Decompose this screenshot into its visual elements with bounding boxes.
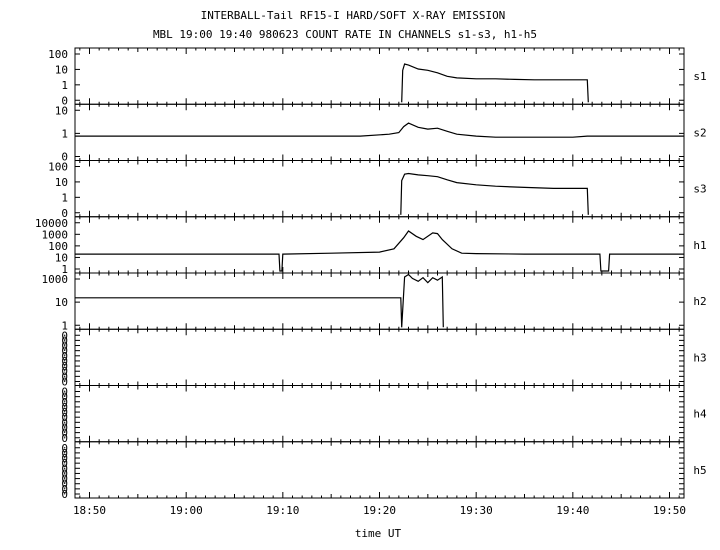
y-tick-label: 1 [61,191,68,204]
y-tick-label: 0 [61,396,68,409]
panel-frame [74,385,685,443]
y-tick-label: 100 [48,161,68,174]
channel-label: h4 [693,408,707,421]
y-tick-label: 0 [61,207,68,220]
series-line-s3 [400,172,589,215]
y-tick-label: 1 [61,127,68,140]
y-tick-label: 0 [61,370,68,383]
series-line-s1 [401,63,589,103]
y-tick-label: 0 [61,340,68,353]
y-tick-label: 10 [55,251,68,264]
y-tick-label: 0 [61,473,68,486]
y-tick-label: 1 [61,319,68,332]
y-tick-label: 10 [55,104,68,117]
y-tick-label: 0 [61,442,68,455]
chart-subtitle: MBL 19:00 19:40 980623 COUNT RATE IN CHA… [153,28,537,41]
channel-label: h5 [693,464,706,477]
y-tick-label: 0 [61,411,68,424]
channel-label: h3 [693,351,706,364]
x-tick-label: 19:10 [266,504,299,517]
channel-label: s3 [693,183,706,196]
panel-frame [74,47,685,105]
series-line-h1 [75,230,684,272]
y-tick-label: 0 [61,329,68,342]
y-tick-label: 0 [61,416,68,429]
chart-title: INTERBALL-Tail RF15-I HARD/SOFT X-RAY EM… [201,9,506,22]
y-tick-label: 0 [61,432,68,445]
panel-h2: 1000 10 1 h2 [42,272,707,332]
y-tick-label: 0 [61,447,68,460]
panel-frame [74,160,685,218]
y-tick-label: 0 [61,457,68,470]
y-tick-label: 0 [61,467,68,480]
x-tick-label: 19:50 [653,504,686,517]
y-tick-label: 100 [48,240,68,253]
y-tick-label: 100 [48,48,68,61]
x-tick-label: 19:00 [170,504,203,517]
channel-label: h1 [693,239,706,252]
y-tick-label: 1 [61,263,68,276]
y-tick-label: 0 [61,401,68,414]
y-tick-label: 0 [61,360,68,373]
y-tick-label: 0 [61,478,68,491]
y-tick-label: 0 [61,350,68,363]
panel-frame [74,103,685,161]
series-line-s2 [75,122,684,138]
channel-label: s2 [693,126,706,139]
y-tick-label: 1000 [42,273,69,286]
series-line-h2 [75,273,444,328]
panel-frame [74,328,685,386]
x-tick-label: 19:30 [460,504,493,517]
y-tick-label: 10 [55,296,68,309]
y-tick-label: 0 [61,151,68,164]
y-tick-label: 0 [61,391,68,404]
y-tick-label: 0 [61,452,68,465]
panel-frame [74,441,685,499]
y-tick-label: 0 [61,334,68,347]
y-tick-label: 0 [61,427,68,440]
x-axis-label: time UT [355,527,402,540]
panel-frame [74,272,685,330]
y-tick-label: 1 [61,79,68,92]
y-tick-label: 10 [55,63,68,76]
y-tick-label: 0 [61,345,68,358]
x-tick-label: 18:50 [73,504,106,517]
channel-label: h2 [693,295,706,308]
x-tick-label: 19:40 [556,504,589,517]
y-tick-label: 0 [61,355,68,368]
y-tick-label: 0 [61,94,68,107]
y-tick-label: 0 [61,386,68,399]
y-tick-label: 0 [61,483,68,496]
y-tick-label: 0 [61,365,68,378]
panel-frame [74,216,685,274]
y-tick-label: 1000 [42,228,69,241]
y-tick-label: 10000 [35,217,68,230]
y-tick-label: 0 [61,421,68,434]
channel-label: s1 [693,70,706,83]
y-tick-label: 0 [61,462,68,475]
y-tick-label: 10 [55,176,68,189]
y-tick-label: 0 [61,406,68,419]
x-tick-label: 19:20 [363,504,396,517]
panel-stack: 1001010s11010s21001010s3100001000100101h… [35,47,707,517]
y-tick-label: 0 [61,488,68,501]
y-tick-label: 0 [61,376,68,389]
